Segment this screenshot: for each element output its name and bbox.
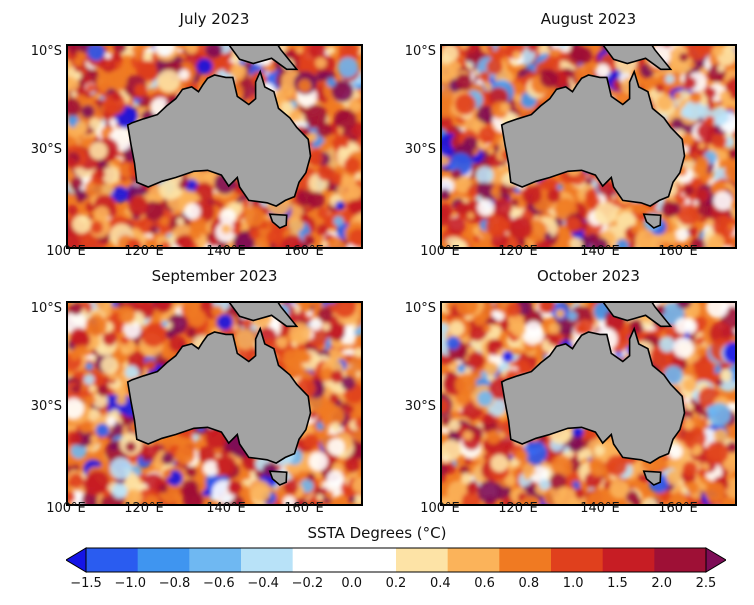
x-tick-label: 120°E [124, 501, 164, 516]
x-tick-label: 100°E [420, 244, 460, 259]
australia-landmass [500, 69, 686, 207]
panel-title: October 2023 [537, 267, 640, 285]
colorbar-tick-label: 2.0 [651, 576, 673, 591]
tasmania-landmass [642, 213, 662, 229]
colorbar-segment [499, 548, 552, 572]
new-guinea-landmass [601, 301, 673, 328]
x-tick-label: 160°E [284, 244, 324, 259]
australia-landmass [500, 326, 686, 464]
tasmania-landmass [642, 470, 662, 486]
colorbar-tick-label: −0.6 [203, 576, 235, 591]
x-tick-label: 140°E [580, 244, 620, 259]
x-tick-label: 140°E [580, 501, 620, 516]
x-tick-label: 100°E [46, 244, 86, 259]
australia-landmass [126, 69, 312, 207]
panel-title: September 2023 [151, 267, 278, 285]
colorbar-segment [654, 548, 707, 572]
y-tick-label: 10°S [404, 44, 436, 59]
colorbar-title: SSTA Degrees (°C) [307, 524, 447, 542]
y-tick-label: 10°S [404, 301, 436, 316]
colorbar-segment [189, 548, 242, 572]
colorbar-segment [241, 548, 294, 572]
sst-anomaly-map [66, 301, 363, 506]
colorbar-segment [292, 548, 345, 572]
colorbar-tick-label: 0.6 [474, 576, 495, 591]
map-frame [66, 301, 363, 506]
y-tick-label: 30°S [404, 142, 436, 157]
colorbar-high-extend [705, 547, 726, 573]
y-tick-label: 10°S [30, 44, 62, 59]
colorbar-segment [137, 548, 190, 572]
x-tick-label: 100°E [420, 501, 460, 516]
y-tick-label: 30°S [30, 142, 62, 157]
y-tick-label: 10°S [30, 301, 62, 316]
colorbar-tick-label: −1.5 [70, 576, 102, 591]
panel-title: August 2023 [540, 10, 637, 28]
map-panel: August 2023 10°S 30°S 100°E 120°E 140°E 160°E [374, 10, 746, 268]
map-frame [440, 301, 737, 506]
colorbar-low-extend [66, 547, 87, 573]
map-panel: July 2023 10°S 30°S 100°E 120°E 140°E 160°E [0, 10, 372, 268]
colorbar-segment [602, 548, 655, 572]
colorbar-segment [447, 548, 500, 572]
new-guinea-landmass [601, 44, 673, 71]
map-frame [440, 44, 737, 249]
x-tick-label: 140°E [206, 244, 246, 259]
colorbar-tick-label: 1.0 [562, 576, 584, 591]
y-tick-label: 30°S [30, 399, 62, 414]
x-tick-label: 100°E [46, 501, 86, 516]
x-tick-label: 160°E [658, 244, 698, 259]
map-panel: October 2023 10°S 30°S 100°E 120°E 140°E 160°E [374, 267, 746, 525]
x-tick-label: 160°E [658, 501, 698, 516]
colorbar-segment [396, 548, 449, 572]
colorbar-segment [551, 548, 604, 572]
x-tick-label: 120°E [498, 244, 538, 259]
colorbar-segment [86, 548, 139, 572]
colorbar [66, 547, 726, 573]
colorbar-tick-label: 0.0 [341, 576, 363, 591]
colorbar-tick-label: 2.5 [695, 576, 717, 591]
new-guinea-landmass [227, 44, 299, 71]
panel-title: July 2023 [179, 10, 250, 28]
x-tick-label: 120°E [498, 501, 538, 516]
colorbar-frame [85, 547, 707, 573]
y-tick-label: 30°S [404, 399, 436, 414]
sst-anomaly-map [440, 44, 737, 249]
colorbar-tick-label: −0.2 [291, 576, 324, 591]
colorbar-tick-label: −0.8 [158, 576, 191, 591]
colorbar-tick-label: 1.5 [607, 576, 628, 591]
colorbar-tick-label: 0.8 [518, 576, 540, 591]
colorbar-segment [344, 548, 397, 572]
tasmania-landmass [268, 213, 288, 229]
australia-landmass [126, 326, 312, 464]
tasmania-landmass [268, 470, 288, 486]
colorbar-tick-label: −1.0 [114, 576, 147, 591]
x-tick-label: 160°E [284, 501, 324, 516]
map-frame [66, 44, 363, 249]
sst-anomaly-map [440, 301, 737, 506]
colorbar-tick-label: −0.4 [247, 576, 279, 591]
x-tick-label: 140°E [206, 501, 246, 516]
sst-anomaly-map [66, 44, 363, 249]
new-guinea-landmass [227, 301, 299, 328]
x-tick-label: 120°E [124, 244, 164, 259]
colorbar-tick-label: 0.4 [429, 576, 451, 591]
colorbar-tick-label: 0.2 [385, 576, 407, 591]
map-panel: September 2023 10°S 30°S 100°E 120°E 140°E 160… [0, 267, 372, 525]
